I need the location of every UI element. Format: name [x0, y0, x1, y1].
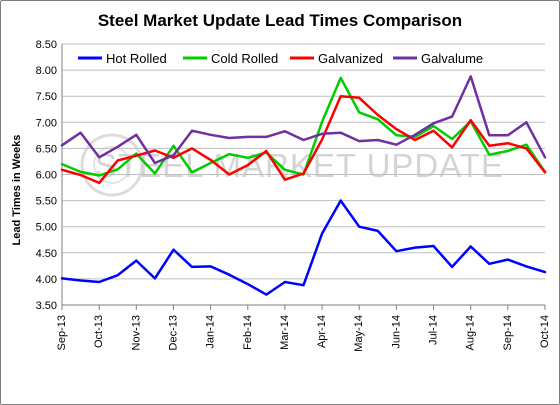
y-tick-label: 4.00 — [36, 274, 57, 286]
x-tick-label: Jun-14 — [390, 315, 402, 349]
x-tick-label: Nov-13 — [130, 315, 142, 350]
x-tick-label: Mar-14 — [279, 315, 291, 350]
x-tick-label: Sep-14 — [502, 315, 514, 350]
x-tick-label: Oct-14 — [539, 315, 551, 348]
legend-label-galvalume: Galvalume — [421, 51, 483, 66]
axes: 3.50 4.00 4.50 5.00 5.50 6.00 6.50 7.00 7.50 8.00… — [36, 39, 551, 352]
x-tick-label: Sep-13 — [56, 315, 68, 350]
series-line-galvanized — [60, 94, 547, 185]
y-tick-label: 4.50 — [36, 248, 57, 260]
x-tick-label: Jan-14 — [205, 315, 217, 349]
y-tick-label: 5.00 — [36, 222, 57, 234]
x-tick-label: Feb-14 — [242, 315, 254, 350]
y-tick-label: 7.00 — [36, 117, 57, 129]
y-tick-label: 5.50 — [36, 196, 57, 208]
y-tick-label: 6.50 — [36, 143, 57, 155]
y-tick-label: 3.50 — [36, 300, 57, 312]
x-tick-label: Apr-14 — [316, 315, 328, 348]
x-tick-label: Oct-13 — [93, 315, 105, 348]
series-line-hot-rolled — [60, 199, 547, 296]
x-tick-label: May-14 — [353, 315, 365, 352]
legend-label-hot-rolled: Hot Rolled — [106, 51, 167, 66]
y-tick-label: 7.50 — [36, 91, 57, 103]
x-tick-label: Jul-14 — [428, 315, 440, 345]
legend-label-cold-rolled: Cold Rolled — [211, 51, 278, 66]
legend-label-galvanized: Galvanized — [318, 51, 383, 66]
series-lines — [60, 75, 547, 296]
watermark-text: STEEL MARKET UPDATE — [95, 147, 504, 184]
y-tick-label: 6.00 — [36, 170, 57, 182]
y-tick-label: 8.00 — [36, 65, 57, 77]
y-tick-label: 8.50 — [36, 39, 57, 51]
chart-title: Steel Market Update Lead Times Compariso… — [98, 11, 462, 30]
series-line-galvalume — [60, 75, 547, 165]
x-tick-label: Aug-14 — [465, 315, 477, 350]
x-tick-label: Dec-13 — [167, 315, 179, 350]
legend: Hot Rolled Cold Rolled Galvanized Galvalume — [78, 51, 483, 66]
y-axis-label: Lead Times in Weeks — [11, 135, 23, 246]
